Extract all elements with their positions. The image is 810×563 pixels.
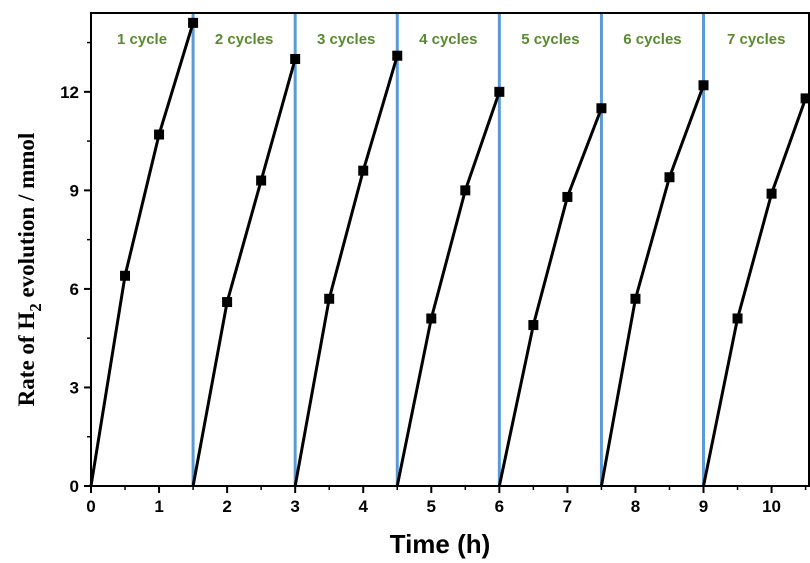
series-group bbox=[89, 17, 810, 487]
x-tick-label: 1 bbox=[154, 497, 163, 516]
y-tick-label: 9 bbox=[70, 181, 79, 200]
cycle-labels: 1 cycle 2 cycles 3 cycles 4 cycles 5 cycles 6… bbox=[117, 31, 785, 48]
x-tick-label: 2 bbox=[222, 497, 231, 516]
x-tick-label: 8 bbox=[631, 497, 640, 516]
y-axis-title-prefix: Rate of H bbox=[14, 312, 39, 407]
series-line-6 bbox=[599, 84, 705, 487]
cycle-label-2: 2 cycles bbox=[215, 31, 273, 48]
data-point-5-2 bbox=[562, 191, 573, 202]
x-tick-label: 10 bbox=[762, 497, 781, 516]
y-tick-label: 0 bbox=[70, 477, 79, 496]
x-axis-ticks: 0 1 2 3 4 5 6 7 8 9 10 bbox=[86, 486, 807, 516]
y-axis-title: Rate of H2 evolution / mmol bbox=[14, 133, 45, 407]
cycle-label-3: 3 cycles bbox=[317, 31, 375, 48]
x-axis-title: Time (h) bbox=[390, 529, 491, 559]
cycle-label-1: 1 cycle bbox=[117, 31, 167, 48]
data-point-6-2 bbox=[664, 172, 675, 183]
x-tick-label: 3 bbox=[290, 497, 299, 516]
x-tick-label: 0 bbox=[86, 497, 95, 516]
y-tick-label: 6 bbox=[70, 280, 79, 299]
data-point-5-3 bbox=[596, 103, 607, 114]
data-point-7-3 bbox=[800, 93, 810, 104]
x-tick-label: 6 bbox=[495, 497, 504, 516]
y-axis-title-subscript: 2 bbox=[26, 303, 45, 312]
data-point-6-3 bbox=[698, 80, 709, 91]
y-tick-label: 3 bbox=[70, 378, 79, 397]
x-tick-label: 7 bbox=[563, 497, 572, 516]
data-point-2-3 bbox=[290, 53, 301, 64]
data-point-3-1 bbox=[324, 293, 335, 304]
x-tick-label: 9 bbox=[699, 497, 708, 516]
data-point-6-1 bbox=[630, 293, 641, 304]
series-line-3 bbox=[293, 55, 399, 487]
y-axis-ticks: 0 3 6 9 12 bbox=[60, 41, 91, 496]
data-point-3-3 bbox=[392, 50, 403, 61]
data-point-1-3 bbox=[188, 17, 199, 28]
series-line-1 bbox=[89, 22, 195, 487]
series-line-2 bbox=[191, 58, 297, 487]
x-tick-label: 5 bbox=[427, 497, 436, 516]
y-tick-label: 12 bbox=[60, 83, 79, 102]
data-point-2-1 bbox=[222, 297, 233, 308]
data-point-4-2 bbox=[460, 185, 471, 196]
data-point-4-3 bbox=[494, 86, 505, 97]
series-line-4 bbox=[395, 91, 501, 487]
cycle-label-6: 6 cycles bbox=[623, 31, 681, 48]
data-point-2-2 bbox=[256, 175, 267, 186]
y-axis-title-suffix: evolution / mmol bbox=[14, 133, 39, 304]
series-line-7 bbox=[702, 97, 808, 487]
data-point-3-2 bbox=[358, 165, 369, 176]
data-point-1-2 bbox=[154, 129, 165, 140]
x-tick-label: 4 bbox=[358, 497, 368, 516]
plot-frame bbox=[90, 12, 810, 487]
cycle-label-7: 7 cycles bbox=[727, 31, 785, 48]
data-point-7-1 bbox=[732, 313, 743, 324]
series-line-5 bbox=[497, 107, 603, 487]
data-point-1-1 bbox=[120, 270, 131, 281]
data-point-7-2 bbox=[766, 188, 777, 199]
cycle-label-5: 5 cycles bbox=[521, 31, 579, 48]
data-point-5-1 bbox=[528, 320, 539, 331]
cycle-label-4: 4 cycles bbox=[419, 31, 477, 48]
data-point-4-1 bbox=[426, 313, 437, 324]
